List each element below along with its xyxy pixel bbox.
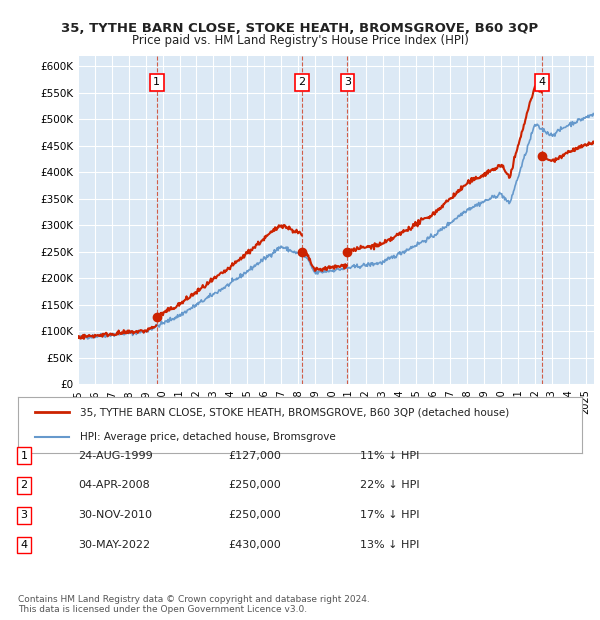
Text: £127,000: £127,000: [228, 451, 281, 461]
Text: Price paid vs. HM Land Registry's House Price Index (HPI): Price paid vs. HM Land Registry's House …: [131, 34, 469, 47]
Text: £250,000: £250,000: [228, 480, 281, 490]
Text: 1: 1: [20, 451, 28, 461]
Text: 24-AUG-1999: 24-AUG-1999: [78, 451, 153, 461]
Text: 30-MAY-2022: 30-MAY-2022: [78, 540, 150, 550]
Text: 3: 3: [20, 510, 28, 520]
Text: 2: 2: [299, 78, 306, 87]
Text: £430,000: £430,000: [228, 540, 281, 550]
Text: 2: 2: [20, 480, 28, 490]
Text: This data is licensed under the Open Government Licence v3.0.: This data is licensed under the Open Gov…: [18, 604, 307, 614]
Text: 04-APR-2008: 04-APR-2008: [78, 480, 150, 490]
Text: Contains HM Land Registry data © Crown copyright and database right 2024.: Contains HM Land Registry data © Crown c…: [18, 595, 370, 604]
Text: 35, TYTHE BARN CLOSE, STOKE HEATH, BROMSGROVE, B60 3QP (detached house): 35, TYTHE BARN CLOSE, STOKE HEATH, BROMS…: [80, 407, 509, 417]
Text: 35, TYTHE BARN CLOSE, STOKE HEATH, BROMSGROVE, B60 3QP: 35, TYTHE BARN CLOSE, STOKE HEATH, BROMS…: [61, 22, 539, 35]
Text: 1: 1: [153, 78, 160, 87]
Text: 13% ↓ HPI: 13% ↓ HPI: [360, 540, 419, 550]
Text: 17% ↓ HPI: 17% ↓ HPI: [360, 510, 419, 520]
Text: 4: 4: [20, 540, 28, 550]
Text: 11% ↓ HPI: 11% ↓ HPI: [360, 451, 419, 461]
Text: 4: 4: [538, 78, 545, 87]
Text: HPI: Average price, detached house, Bromsgrove: HPI: Average price, detached house, Brom…: [80, 432, 336, 442]
Text: £250,000: £250,000: [228, 510, 281, 520]
Text: 22% ↓ HPI: 22% ↓ HPI: [360, 480, 419, 490]
Text: 30-NOV-2010: 30-NOV-2010: [78, 510, 152, 520]
Text: 3: 3: [344, 78, 351, 87]
